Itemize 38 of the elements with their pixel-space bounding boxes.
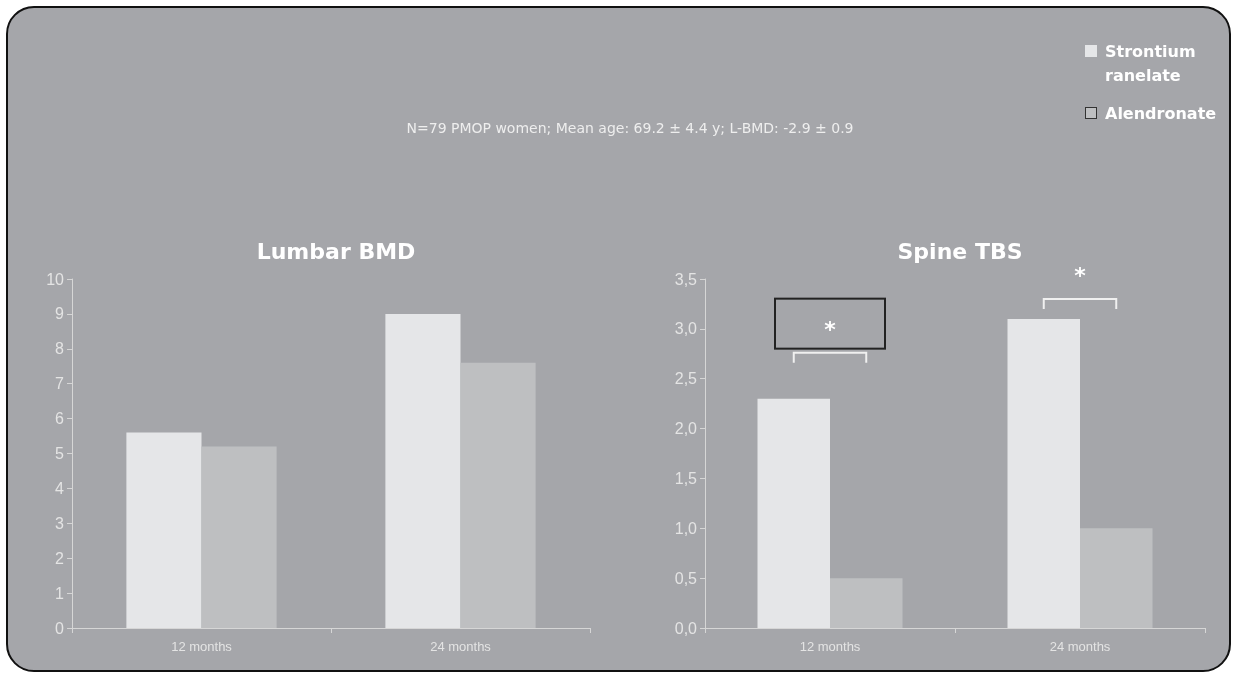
bar (1007, 318, 1080, 628)
y-tick-label: 10 (46, 270, 65, 288)
bar (126, 432, 202, 628)
bar (201, 446, 277, 628)
y-tick-label: 0,0 (674, 619, 698, 637)
chart-title: Spine TBS (897, 238, 1023, 264)
chart-title: Lumbar BMD (256, 238, 416, 264)
y-tick-label: 1 (55, 584, 65, 602)
y-tick-label: 3 (55, 514, 65, 532)
legend-label: Alendronate (1105, 103, 1217, 125)
x-tick-label: 24 months (430, 639, 492, 654)
y-tick-label: 0 (55, 619, 65, 637)
y-tick-label: 2,0 (674, 420, 698, 438)
x-tick-label: 12 months (799, 639, 861, 654)
text: N=79 PMOP women; Mean age: 69.2 ± 4.4 y; L-BMD: -2.9 ± 0.9 (405, 120, 855, 136)
y-tick-label: 3,5 (674, 270, 698, 288)
bar (1080, 528, 1153, 628)
y-tick-label: 4 (55, 479, 65, 497)
bar (460, 362, 536, 628)
y-tick-label: 6 (55, 410, 65, 428)
bar (385, 313, 461, 628)
x-tick-label: 12 months (171, 639, 233, 654)
y-tick-label: 5 (55, 445, 65, 462)
y-tick-label: 1,5 (674, 469, 698, 487)
y-tick-label: 3,0 (674, 320, 698, 338)
x-tick-label: 24 months (1049, 639, 1111, 654)
bar (757, 398, 830, 628)
bar (830, 578, 903, 628)
annotation: * (824, 316, 837, 342)
annotation: * (1074, 262, 1087, 288)
y-tick-label: 2,5 (674, 370, 698, 388)
y-tick-label: 9 (55, 305, 65, 323)
legend-label: Strontium ranelate (1105, 41, 1197, 87)
y-tick-label: 7 (55, 375, 65, 393)
y-tick-label: 2 (55, 549, 65, 567)
y-tick-label: 8 (55, 340, 65, 358)
y-tick-label: 1,0 (674, 519, 698, 537)
y-tick-label: 0,5 (674, 569, 698, 587)
